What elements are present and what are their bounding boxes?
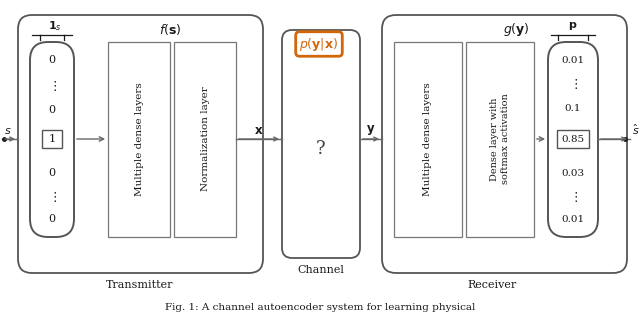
Bar [174,42,236,237]
Text: Receiver: Receiver [468,280,517,290]
Text: $\vdots$: $\vdots$ [568,77,577,91]
Bar [466,42,534,237]
Text: $\mathbf{y}$: $\mathbf{y}$ [366,123,376,137]
Text: 0.1: 0.1 [564,103,581,112]
Text: ?: ? [316,140,326,158]
Bar [394,42,462,237]
Bar [42,130,62,148]
Text: 0.03: 0.03 [561,168,584,177]
Text: $\mathbf{p}$: $\mathbf{p}$ [568,20,578,32]
FancyBboxPatch shape [548,42,598,237]
FancyBboxPatch shape [18,15,263,273]
Text: $\hat{s}$: $\hat{s}$ [632,123,639,137]
Text: $\vdots$: $\vdots$ [47,190,56,204]
Text: 0: 0 [49,214,56,224]
Text: 0: 0 [49,105,56,115]
Text: $g(\mathbf{y})$: $g(\mathbf{y})$ [504,21,530,37]
Text: 0.01: 0.01 [561,55,584,64]
Text: Normalization layer: Normalization layer [200,87,209,191]
FancyBboxPatch shape [30,42,74,237]
Text: 1: 1 [49,134,56,144]
Text: Transmitter: Transmitter [106,280,173,290]
Text: Dense layer with
softmax activation: Dense layer with softmax activation [490,94,509,185]
Text: Fig. 1: A channel autoencoder system for learning physical: Fig. 1: A channel autoencoder system for… [165,304,475,312]
Text: $\vdots$: $\vdots$ [47,79,56,93]
Text: Multiple dense layers: Multiple dense layers [424,82,433,196]
Text: $\mathbf{1}_s$: $\mathbf{1}_s$ [48,19,62,33]
Text: Multiple dense layers: Multiple dense layers [134,82,143,196]
Text: $p(\mathbf{y}|\mathbf{x})$: $p(\mathbf{y}|\mathbf{x})$ [300,35,339,52]
Text: 0.85: 0.85 [561,135,584,144]
Text: 0.01: 0.01 [561,214,584,223]
FancyBboxPatch shape [382,15,627,273]
Text: $s$: $s$ [4,126,12,136]
FancyBboxPatch shape [282,30,360,258]
Text: 0: 0 [49,168,56,178]
Text: $f(\mathbf{s})$: $f(\mathbf{s})$ [159,22,181,36]
Bar [557,130,589,148]
Text: $\vdots$: $\vdots$ [568,190,577,204]
Text: 0: 0 [49,55,56,65]
Text: Channel: Channel [298,265,344,275]
Bar [108,42,170,237]
Text: $\mathbf{x}$: $\mathbf{x}$ [254,124,264,137]
